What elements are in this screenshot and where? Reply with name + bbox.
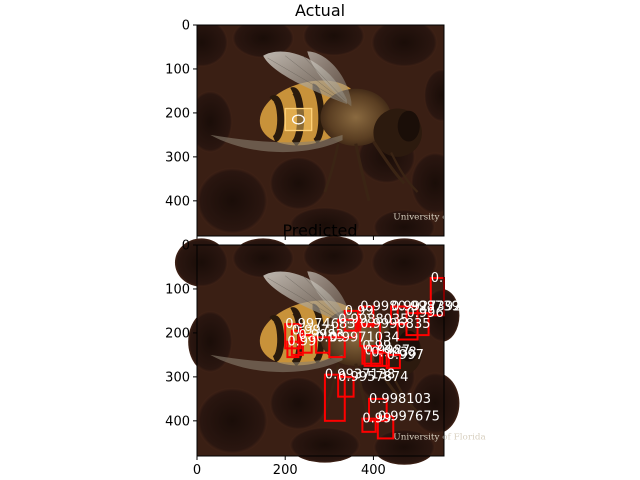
actual-y-tick-label: 200 xyxy=(165,106,190,121)
detection-score-label: 0.99 xyxy=(287,335,316,350)
detection-box xyxy=(361,417,377,433)
actual-y-tick-label: 100 xyxy=(165,62,190,77)
actual-watermark: University of Florida xyxy=(393,212,486,222)
ground-truth-marker xyxy=(291,114,305,125)
actual-panel: Actual University of Florida 0 100 200 300 4… xyxy=(165,1,486,245)
detection-score-label: 0.998103 xyxy=(369,392,431,407)
detection-score-label: 0.997 xyxy=(387,348,424,363)
predicted-y-tick-label: 400 xyxy=(165,414,190,429)
detection-score-label: 0.9987392 xyxy=(398,300,468,315)
detection-score-label: 0.9957874 xyxy=(338,370,408,385)
detection-box xyxy=(284,323,302,350)
predicted-y-axis: 0 100 200 300 400 xyxy=(165,239,197,429)
detection-score-label: 0.996 xyxy=(407,306,444,321)
detection-score-label: 0.99 xyxy=(362,412,391,427)
predicted-x-tick-label: 200 xyxy=(273,463,298,478)
ground-truth-layer xyxy=(284,107,313,132)
actual-y-tick-label: 0 xyxy=(182,19,190,34)
actual-image: University of Florida xyxy=(175,16,486,245)
detection-score-label: 0.9974683 xyxy=(285,317,355,332)
detection-score-label: 0.9938 xyxy=(371,346,417,361)
detection-score-label: 0.9937138 xyxy=(325,368,395,383)
detection-box xyxy=(337,375,355,398)
actual-axes-frame xyxy=(196,24,445,237)
predicted-y-tick-label: 200 xyxy=(165,326,190,341)
predicted-x-axis: 0 200 400 xyxy=(193,456,386,478)
predicted-axes-frame xyxy=(196,244,445,457)
predicted-y-tick-label: 100 xyxy=(165,282,190,297)
detection-box xyxy=(328,336,346,359)
actual-y-axis: 0 100 200 300 400 xyxy=(165,19,197,209)
predicted-x-tick-label: 0 xyxy=(193,463,201,478)
detection-box xyxy=(286,340,300,359)
detection-box xyxy=(405,312,430,337)
predicted-watermark: University of Florida xyxy=(393,432,486,442)
detection-box xyxy=(370,351,390,367)
detection-score-label: 0.998 xyxy=(360,300,397,315)
detection-box xyxy=(290,329,304,356)
detection-box xyxy=(337,318,357,339)
detection-score-label: 0.9988035 xyxy=(338,313,408,328)
detection-score-label: 0. xyxy=(431,271,443,286)
predicted-panel: Predicted University of Florida 0. 0.9987… xyxy=(165,221,486,478)
detection-score-label: 0.997675 xyxy=(378,409,440,424)
actual-y-tick-label: 400 xyxy=(165,194,190,209)
detection-score-label: 0.9971034 xyxy=(329,330,399,345)
detection-score-label: 0.9983 xyxy=(298,328,344,343)
predicted-x-tick-label: 400 xyxy=(361,463,386,478)
predicted-title: Predicted xyxy=(282,221,357,240)
predicted-y-tick-label: 300 xyxy=(165,370,190,385)
detection-box xyxy=(323,373,346,422)
actual-y-tick-label: 300 xyxy=(165,150,190,165)
ground-truth-box xyxy=(284,107,313,132)
detection-score-label: 0.9996835 xyxy=(360,317,430,332)
actual-title: Actual xyxy=(295,1,345,20)
detection-box xyxy=(385,353,401,370)
predicted-y-tick-label: 0 xyxy=(182,239,190,254)
detection-score-label: 0.99 xyxy=(345,304,374,319)
predicted-image: University of Florida xyxy=(175,236,486,465)
detection-box xyxy=(396,305,419,341)
detection-box xyxy=(376,415,395,440)
detection-box xyxy=(359,305,375,328)
detection-box xyxy=(343,309,359,332)
